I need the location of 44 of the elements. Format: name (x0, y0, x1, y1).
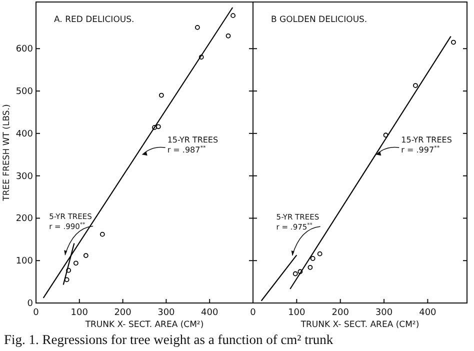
point (292, 271, 298, 276)
point (298, 269, 303, 274)
point (152, 125, 157, 130)
point (158, 92, 164, 98)
point (64, 277, 70, 282)
point (66, 268, 71, 273)
x-axis-title: TRUNK X- SECT. AREA (CM²) (84, 320, 204, 330)
point (230, 13, 236, 18)
annotation: 15-YR TREES r = .997$^{**}$ (401, 136, 452, 155)
point (73, 260, 78, 266)
x-tick-label: 100 (288, 308, 306, 318)
annotation: 15-YR TREES r = .987$^{**}$ (167, 136, 218, 155)
point (413, 83, 418, 88)
y-tick-label: 500 (16, 87, 34, 98)
point (451, 40, 456, 45)
point (226, 33, 231, 38)
point (310, 256, 316, 261)
x-tick-label: 0 (250, 308, 256, 318)
point (317, 251, 322, 256)
y-tick-label: 300 (16, 172, 34, 182)
y-axis-title: TREE FRESH WT (LBS.) (2, 104, 12, 202)
y-tick-label: 200 (16, 214, 34, 224)
point (83, 253, 88, 258)
text: A. RED DELICIOUS. (54, 15, 134, 25)
x-tick-label: 300 (158, 308, 176, 318)
x-tick-label: 100 (70, 308, 88, 318)
point (198, 54, 204, 60)
x-tick-label: 400 (201, 308, 218, 318)
caption: Fig. 1. Regressions for tree weight as a function of cm² trunk (4, 332, 334, 347)
point (383, 132, 388, 138)
point (100, 232, 105, 237)
y-tick-label: 0 (27, 299, 34, 309)
y-tick-label: 400 (16, 129, 34, 140)
x-tick-label: 200 (332, 308, 350, 318)
y-tick-label: 600 (16, 44, 34, 55)
x-tick-label: 300 (375, 308, 393, 318)
text: B GOLDEN DELICIOUS. (271, 15, 368, 25)
y-tick-label: 100 (16, 256, 34, 267)
x-tick-label: 200 (114, 308, 132, 318)
x-tick-label: 400 (419, 308, 437, 318)
point (156, 124, 161, 130)
point (195, 24, 200, 30)
x-axis-title: TRUNK X- SECT. AREA (CM²) (300, 320, 420, 330)
point (308, 264, 313, 270)
